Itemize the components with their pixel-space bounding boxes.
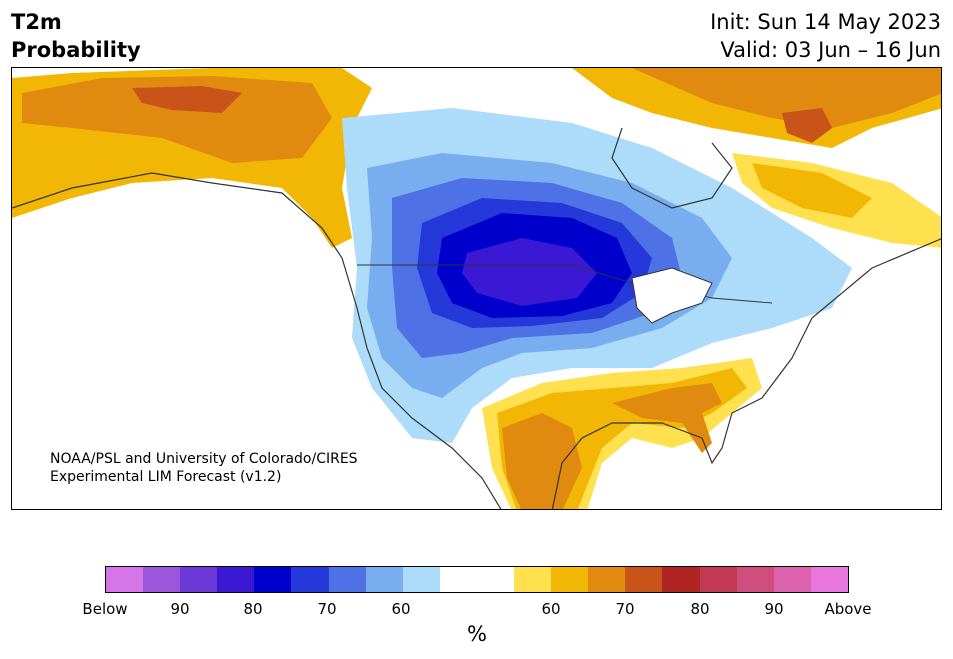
colorbar-segment [402,567,440,592]
cold-core-85 [462,238,597,306]
colorbar-segment [328,567,366,592]
great-lakes [631,267,713,324]
colorbar-segment [773,567,811,592]
colorbar-segment [699,567,737,592]
forecast-dates: Init: Sun 14 May 2023 Valid: 03 Jun – 16… [710,8,941,64]
colorbar-segment [810,567,848,592]
credit-text: NOAA/PSL and University of Colorado/CIRE… [50,450,358,486]
colorbar-segment [365,567,403,592]
credit-line-2: Experimental LIM Forecast (v1.2) [50,469,282,485]
colorbar-segment [736,567,774,592]
valid-range: Valid: 03 Jun – 16 Jun [720,38,941,62]
warm-core-arctic [632,68,941,128]
colorbar-segment [180,567,218,592]
colorbar-segment [476,567,515,592]
colorbar-segment [662,567,700,592]
colorbar-tick-label: 90 [170,600,190,618]
hot-core-alaska [132,86,242,113]
colorbar-segment [291,567,329,592]
coastline-west [12,172,502,509]
colorbar-segment [551,567,589,592]
colorbar-tick-label: 80 [243,600,263,618]
init-date: Init: Sun 14 May 2023 [710,10,941,34]
colorbar-unit: % [467,622,487,646]
hot-core-south [502,413,582,509]
colorbar [105,566,849,593]
probability-map [12,68,941,509]
colorbar-segment [106,567,144,592]
colorbar-segment [254,567,292,592]
gulf-coast [551,422,703,509]
variable-label: T2m [11,10,62,34]
warm-core-quebec [752,163,872,218]
hot-core-arctic [782,108,832,143]
warm-core-alaska [22,76,332,163]
colorbar-tick-label: 70 [317,600,337,618]
colorbar-segment [514,567,552,592]
colorbar-segment [143,567,181,592]
colorbar-tick-label: 60 [541,600,561,618]
map-panel: NOAA/PSL and University of Colorado/CIRE… [11,67,942,510]
colorbar-segment [625,567,663,592]
colorbar-tick-label: 90 [764,600,784,618]
colorbar-tick-label: 60 [391,600,411,618]
hudson-bay-coast [611,127,733,209]
colorbar-tick-label: 70 [615,600,635,618]
east-coast [701,238,941,465]
map-title: T2m Probability [11,8,141,64]
colorbar-segment [439,567,477,592]
colorbar-segment [217,567,255,592]
quantity-label: Probability [11,38,141,62]
colorbar-tick-label: Above [824,600,872,618]
colorbar-tick-label: 80 [690,600,710,618]
colorbar-tick-label: Below [82,600,128,618]
colorbar-segment [588,567,626,592]
credit-line-1: NOAA/PSL and University of Colorado/CIRE… [50,451,358,467]
